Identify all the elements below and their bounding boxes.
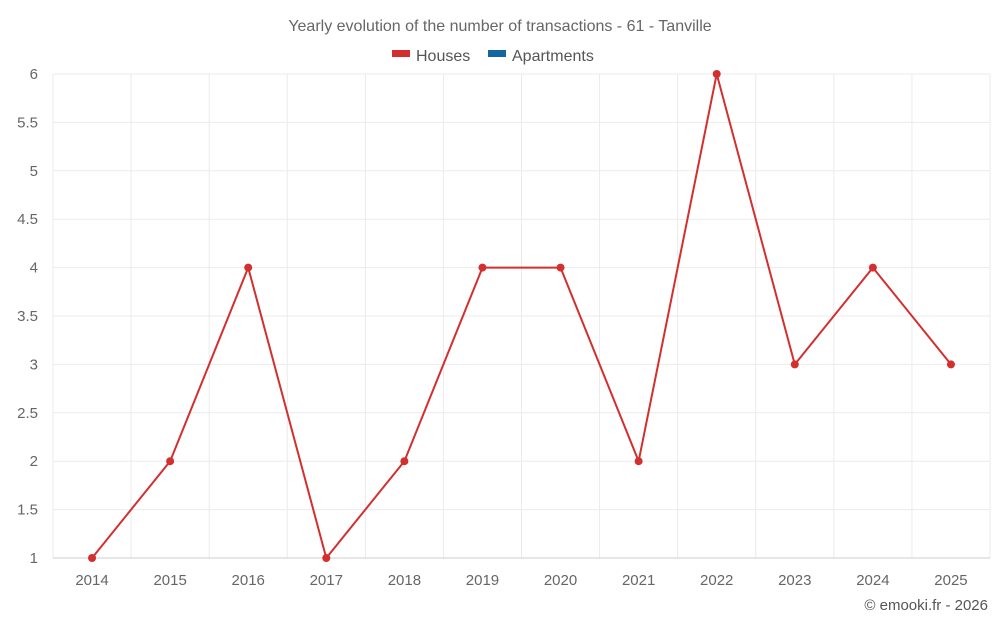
series-lines bbox=[91, 73, 952, 559]
data-point-houses[interactable] bbox=[946, 360, 955, 369]
y-tick-label: 2 bbox=[30, 453, 38, 470]
x-tick-label: 2024 bbox=[856, 572, 889, 589]
x-axis-ticks: 2014 2015 2016 2017 2018 2019 2020 2021 2022 2023… bbox=[75, 572, 967, 589]
data-point-houses[interactable] bbox=[634, 457, 643, 466]
x-tick-label: 2021 bbox=[622, 572, 655, 589]
data-point-houses[interactable] bbox=[166, 457, 175, 466]
x-tick-label: 2018 bbox=[388, 572, 421, 589]
data-point-houses[interactable] bbox=[478, 263, 487, 272]
y-axis-ticks: 1 1.5 2 2.5 3 3.5 4 4.5 5 5.5 6 bbox=[17, 66, 38, 567]
data-point-houses[interactable] bbox=[712, 70, 721, 78]
x-tick-label: 2014 bbox=[75, 572, 108, 589]
legend-swatch-houses[interactable] bbox=[392, 50, 410, 57]
x-tick-label: 2017 bbox=[310, 572, 343, 589]
legend-label-houses[interactable]: Houses bbox=[416, 48, 470, 65]
data-point-houses[interactable] bbox=[400, 457, 409, 466]
y-tick-label: 1.5 bbox=[17, 502, 38, 519]
chart-title: Yearly evolution of the number of transa… bbox=[288, 18, 711, 35]
credit-text: © emooki.fr - 2026 bbox=[864, 597, 988, 614]
data-point-houses[interactable] bbox=[790, 360, 799, 369]
x-tick-label: 2025 bbox=[934, 572, 967, 589]
y-tick-label: 4 bbox=[30, 260, 38, 277]
y-tick-label: 6 bbox=[30, 66, 38, 83]
y-tick-label: 3 bbox=[30, 356, 38, 373]
y-tick-label: 5 bbox=[30, 163, 38, 180]
y-tick-label: 3.5 bbox=[17, 308, 38, 325]
y-tick-label: 5.5 bbox=[17, 114, 38, 131]
x-tick-label: 2016 bbox=[232, 572, 265, 589]
y-tick-label: 4.5 bbox=[17, 211, 38, 228]
x-tick-label: 2015 bbox=[153, 572, 186, 589]
y-tick-label: 1 bbox=[30, 550, 38, 567]
y-tick-label: 2.5 bbox=[17, 405, 38, 422]
data-point-houses[interactable] bbox=[244, 263, 253, 272]
x-tick-label: 2022 bbox=[700, 572, 733, 589]
x-tick-label: 2023 bbox=[778, 572, 811, 589]
series-points bbox=[88, 70, 955, 562]
series-line-houses[interactable] bbox=[91, 73, 952, 559]
data-point-houses[interactable] bbox=[556, 263, 565, 272]
legend-swatch-apartments[interactable] bbox=[488, 50, 506, 57]
data-point-houses[interactable] bbox=[322, 554, 331, 562]
data-point-houses[interactable] bbox=[868, 263, 877, 272]
legend-label-apartments[interactable]: Apartments bbox=[512, 48, 594, 65]
legend: Houses Apartments bbox=[392, 48, 594, 65]
x-gridlines bbox=[52, 74, 991, 558]
x-tick-label: 2020 bbox=[544, 572, 577, 589]
x-tick-label: 2019 bbox=[466, 572, 499, 589]
data-point-houses[interactable] bbox=[88, 554, 97, 562]
